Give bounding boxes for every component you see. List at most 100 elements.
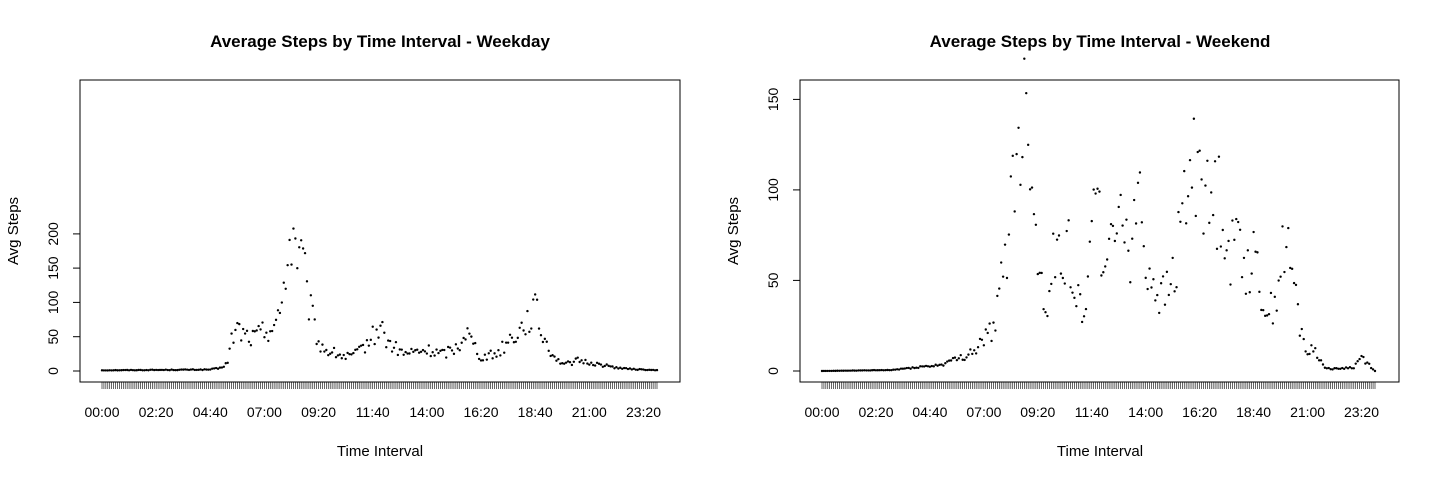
weekday-y-ticks: 0 50 100 150 200 bbox=[45, 222, 80, 375]
data-point bbox=[1150, 286, 1153, 289]
data-point bbox=[905, 366, 908, 370]
data-point bbox=[865, 369, 868, 372]
data-point bbox=[504, 341, 508, 344]
data-point bbox=[590, 361, 593, 364]
data-point bbox=[1279, 275, 1282, 278]
data-point bbox=[838, 369, 841, 372]
data-point bbox=[243, 332, 247, 335]
data-point bbox=[1094, 192, 1097, 195]
data-point bbox=[1186, 195, 1190, 198]
data-point bbox=[969, 348, 972, 351]
data-point bbox=[874, 369, 878, 372]
data-point bbox=[1019, 183, 1022, 187]
data-point bbox=[946, 360, 949, 363]
data-point bbox=[1159, 282, 1163, 285]
x-tick-label: 00:00 bbox=[84, 404, 119, 420]
data-point bbox=[894, 368, 897, 371]
data-point bbox=[1317, 359, 1321, 362]
data-point bbox=[445, 356, 448, 359]
data-point bbox=[1248, 291, 1251, 294]
data-point bbox=[836, 369, 839, 372]
data-point bbox=[1335, 367, 1338, 370]
data-point bbox=[336, 354, 340, 357]
data-point bbox=[880, 368, 883, 372]
data-point bbox=[406, 352, 409, 355]
data-point bbox=[528, 330, 531, 334]
data-point bbox=[1339, 367, 1342, 371]
data-point bbox=[1131, 237, 1134, 240]
data-point bbox=[988, 322, 991, 325]
data-point bbox=[642, 368, 645, 371]
data-point bbox=[251, 329, 255, 333]
data-point bbox=[209, 368, 212, 371]
data-point bbox=[1283, 270, 1286, 274]
data-point bbox=[412, 350, 415, 354]
data-point bbox=[356, 348, 359, 351]
data-point bbox=[141, 369, 144, 372]
data-point bbox=[1136, 181, 1140, 185]
data-point bbox=[510, 336, 514, 339]
data-point bbox=[226, 361, 229, 365]
data-point bbox=[232, 341, 235, 344]
data-point bbox=[890, 368, 893, 372]
data-point bbox=[582, 362, 585, 365]
weekend-points bbox=[820, 57, 1377, 373]
x-tick-label: 23:20 bbox=[1344, 404, 1379, 420]
data-point bbox=[390, 350, 394, 353]
data-point bbox=[1179, 220, 1182, 224]
data-point bbox=[543, 337, 547, 341]
data-point bbox=[603, 364, 606, 368]
data-point bbox=[238, 322, 241, 326]
data-point bbox=[1138, 171, 1142, 174]
data-point bbox=[949, 359, 953, 362]
x-tick-label: 23:20 bbox=[626, 404, 661, 420]
data-point bbox=[928, 365, 932, 368]
data-point bbox=[1013, 210, 1016, 213]
data-point bbox=[1067, 219, 1070, 222]
data-point bbox=[1042, 307, 1045, 311]
data-point bbox=[228, 347, 231, 350]
data-point bbox=[1063, 282, 1066, 285]
data-point bbox=[1314, 346, 1317, 350]
data-point bbox=[421, 348, 425, 352]
data-point bbox=[120, 369, 123, 372]
data-point bbox=[1362, 355, 1365, 359]
data-point bbox=[640, 368, 643, 371]
data-point bbox=[1366, 361, 1369, 364]
data-point bbox=[1104, 265, 1107, 268]
data-point bbox=[944, 361, 947, 365]
data-point bbox=[1059, 272, 1063, 275]
y-tick-label: 200 bbox=[45, 222, 61, 246]
data-point bbox=[566, 360, 570, 363]
data-point bbox=[609, 365, 612, 368]
data-point bbox=[942, 364, 945, 367]
data-point bbox=[383, 331, 386, 334]
data-point bbox=[615, 366, 618, 369]
data-point bbox=[1188, 158, 1192, 162]
data-point bbox=[1169, 282, 1172, 286]
data-point bbox=[1368, 362, 1371, 365]
x-tick-label: 16:20 bbox=[463, 404, 498, 420]
data-point bbox=[477, 357, 481, 361]
data-point bbox=[156, 368, 160, 372]
data-point bbox=[820, 369, 824, 373]
data-point bbox=[1238, 228, 1242, 231]
data-point bbox=[986, 331, 989, 335]
data-point bbox=[454, 343, 458, 346]
data-point bbox=[417, 351, 421, 354]
data-point bbox=[131, 368, 135, 372]
data-point bbox=[249, 344, 253, 347]
data-point bbox=[274, 318, 278, 322]
data-point bbox=[321, 343, 324, 346]
x-tick-label: 16:20 bbox=[1182, 404, 1217, 420]
x-tick-label: 07:00 bbox=[247, 404, 282, 420]
data-point bbox=[591, 363, 595, 367]
data-point bbox=[1032, 212, 1036, 216]
x-tick-label: 02:20 bbox=[139, 404, 174, 420]
data-point bbox=[586, 362, 589, 365]
data-point bbox=[1140, 221, 1144, 224]
data-point bbox=[276, 309, 280, 312]
data-point bbox=[284, 287, 287, 290]
data-point bbox=[466, 327, 469, 330]
data-point bbox=[129, 368, 133, 372]
